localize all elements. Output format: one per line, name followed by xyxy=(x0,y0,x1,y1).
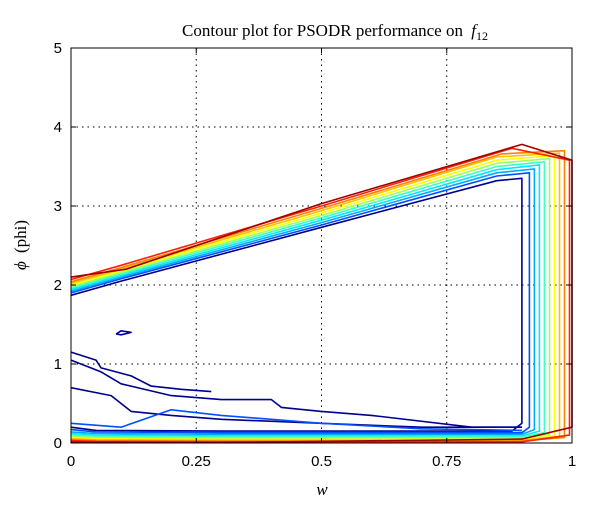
x-tick-label: 0.75 xyxy=(432,453,461,470)
chart-title-subscript: 12 xyxy=(476,29,488,43)
contour-line-outer xyxy=(70,168,536,436)
chart-title-text: Contour plot for PSODR performance on xyxy=(182,21,463,40)
y-axis-label: ϕ (phi) xyxy=(11,220,30,270)
chart-title: Contour plot for PSODR performance on f1… xyxy=(182,21,488,43)
x-tick-label: 0 xyxy=(67,453,75,470)
contour-line-outer xyxy=(70,147,571,443)
contour-line-outer xyxy=(70,154,556,441)
y-tick-label: 5 xyxy=(54,40,62,57)
contour-line-outer xyxy=(70,177,523,432)
x-tick-label: 0.5 xyxy=(311,453,332,470)
contour-line-inner xyxy=(115,330,132,336)
y-tick-label: 1 xyxy=(54,356,62,373)
contour-line-outer xyxy=(70,152,561,441)
contour-line-inner xyxy=(70,359,522,428)
x-ticks: 0 0.25 0.5 0.75 1 xyxy=(67,48,576,470)
x-tick-label: 0.25 xyxy=(182,453,211,470)
y-tick-label: 2 xyxy=(54,277,62,294)
contour-lines xyxy=(70,143,573,444)
contour-line-outer xyxy=(70,143,573,444)
y-tick-label: 3 xyxy=(54,198,62,215)
y-tick-label: 4 xyxy=(54,119,62,136)
y-ticks: 0 1 2 3 4 5 xyxy=(54,40,572,452)
grid-lines xyxy=(71,48,572,443)
y-axis-label-text: (phi) xyxy=(11,220,30,253)
contour-line-outer xyxy=(70,164,541,437)
contour-line-inner xyxy=(70,409,522,432)
contour-line-outer xyxy=(70,157,551,440)
contour-line-inner xyxy=(70,386,522,428)
y-tick-label: 0 xyxy=(54,435,62,452)
contour-line-inner xyxy=(70,351,212,393)
y-axis-label-symbol: ϕ xyxy=(11,261,30,270)
contour-line-outer xyxy=(70,172,531,434)
x-axis-label: w xyxy=(316,480,328,499)
chart-title-math: f xyxy=(471,21,478,40)
x-tick-label: 1 xyxy=(568,453,576,470)
contour-line-outer xyxy=(70,161,546,438)
contour-line-outer xyxy=(70,149,566,442)
